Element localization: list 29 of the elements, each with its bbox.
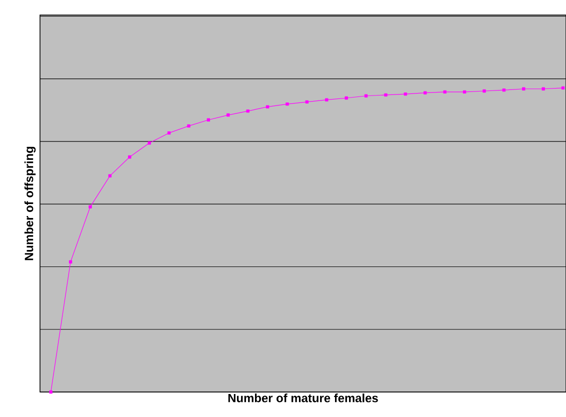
point (286, 102, 289, 106)
point (344, 96, 348, 100)
point (542, 87, 545, 90)
point (443, 90, 446, 94)
point (424, 91, 427, 94)
point (128, 155, 132, 159)
point (68, 260, 72, 264)
y-axis-title: Number of offspring (24, 146, 36, 260)
point (462, 90, 466, 94)
point (246, 109, 250, 113)
point (305, 100, 309, 104)
point (88, 205, 92, 208)
point (482, 89, 486, 93)
point (148, 141, 151, 145)
point (108, 174, 112, 178)
point (325, 98, 328, 102)
point (167, 131, 171, 135)
point (384, 93, 388, 97)
point (226, 113, 230, 117)
point (561, 86, 565, 90)
point (49, 390, 52, 394)
x-axis-title: Number of mature females (228, 394, 378, 402)
point (187, 124, 190, 128)
point (266, 105, 270, 108)
point (502, 88, 506, 92)
point (206, 118, 210, 122)
point (364, 94, 368, 98)
point (522, 87, 526, 90)
point (404, 92, 408, 96)
